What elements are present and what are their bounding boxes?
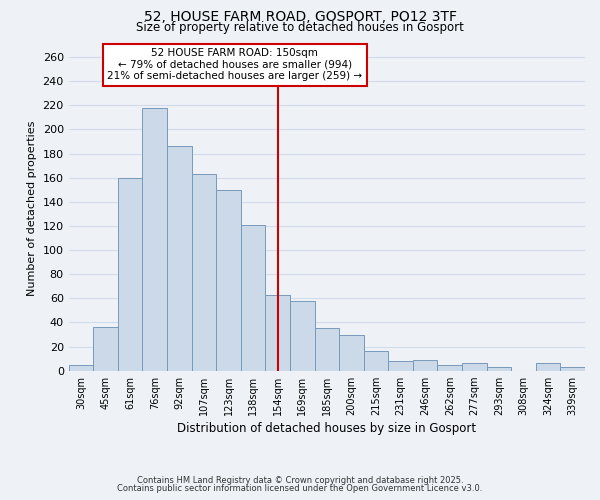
Bar: [462, 364, 487, 370]
Text: Contains HM Land Registry data © Crown copyright and database right 2025.: Contains HM Land Registry data © Crown c…: [137, 476, 463, 485]
Bar: [142, 108, 167, 370]
Text: Size of property relative to detached houses in Gosport: Size of property relative to detached ho…: [136, 21, 464, 34]
Bar: [437, 364, 462, 370]
Bar: [167, 146, 191, 370]
Bar: [339, 334, 364, 370]
Bar: [487, 367, 511, 370]
Bar: [388, 361, 413, 370]
Bar: [216, 190, 241, 370]
Bar: [560, 367, 585, 370]
Bar: [364, 352, 388, 370]
Bar: [290, 300, 314, 370]
Bar: [536, 364, 560, 370]
Bar: [68, 364, 93, 370]
Bar: [118, 178, 142, 370]
Text: Contains public sector information licensed under the Open Government Licence v3: Contains public sector information licen…: [118, 484, 482, 493]
Bar: [265, 294, 290, 370]
Text: 52 HOUSE FARM ROAD: 150sqm
← 79% of detached houses are smaller (994)
21% of sem: 52 HOUSE FARM ROAD: 150sqm ← 79% of deta…: [107, 48, 362, 82]
X-axis label: Distribution of detached houses by size in Gosport: Distribution of detached houses by size …: [177, 422, 476, 435]
Text: 52, HOUSE FARM ROAD, GOSPORT, PO12 3TF: 52, HOUSE FARM ROAD, GOSPORT, PO12 3TF: [143, 10, 457, 24]
Bar: [413, 360, 437, 370]
Bar: [93, 328, 118, 370]
Bar: [191, 174, 216, 370]
Bar: [241, 224, 265, 370]
Bar: [314, 328, 339, 370]
Y-axis label: Number of detached properties: Number of detached properties: [27, 120, 37, 296]
